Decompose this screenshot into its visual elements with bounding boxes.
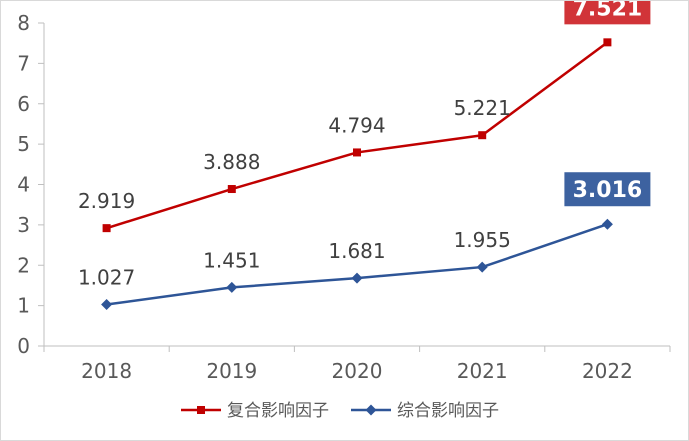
data-label: 1.955 xyxy=(454,228,511,252)
legend-label: 复合影响因子 xyxy=(227,401,329,421)
highlight-label-box xyxy=(564,172,651,207)
data-label: 1.681 xyxy=(328,239,385,263)
legend-marker-square xyxy=(197,406,205,414)
data-point-square xyxy=(227,185,236,194)
x-tick-label: 2021 xyxy=(457,359,508,383)
axes: 0 1 2 3 4 5 6 7 8 2018 2019 2020 2021 2022 xyxy=(17,11,671,383)
y-tick-label: 2 xyxy=(17,253,30,277)
data-point-diamond xyxy=(226,281,238,293)
data-label: 1.027 xyxy=(78,266,135,290)
data-label: 2.919 xyxy=(78,189,135,213)
x-tick-label: 2019 xyxy=(206,359,257,383)
series-2 xyxy=(101,218,613,311)
legend-item-1: 复合影响因子 xyxy=(181,401,329,421)
y-tick-label: 5 xyxy=(17,132,30,156)
data-label: 3.016 xyxy=(573,178,643,203)
data-label: 1.451 xyxy=(203,248,260,272)
data-point-diamond xyxy=(101,299,113,311)
x-tick-label: 2020 xyxy=(332,359,383,383)
series-line xyxy=(106,223,608,306)
data-labels: 2.919 3.888 4.794 5.221 7.521 1.027 1.451 1.681… xyxy=(78,1,651,290)
data-label: 7.521 xyxy=(573,1,643,21)
data-point-square xyxy=(478,131,487,140)
series-1 xyxy=(102,38,612,233)
data-point-square xyxy=(102,224,111,233)
legend: 复合影响因子 综合影响因子 xyxy=(181,401,499,421)
data-point-square xyxy=(603,38,612,47)
highlight-label-box xyxy=(564,1,651,25)
x-tick-label: 2018 xyxy=(81,359,132,383)
data-label: 4.794 xyxy=(328,113,385,137)
y-tick-label: 4 xyxy=(17,173,30,197)
y-tick-label: 6 xyxy=(17,92,30,116)
data-point-diamond xyxy=(351,272,363,284)
legend-item-2: 综合影响因子 xyxy=(351,401,499,421)
data-label: 5.221 xyxy=(454,96,511,120)
y-tick-label: 1 xyxy=(17,294,30,318)
data-point-diamond xyxy=(601,218,613,230)
legend-label: 综合影响因子 xyxy=(397,401,499,421)
series-group xyxy=(101,38,613,311)
data-point-diamond xyxy=(476,261,488,273)
data-label: 3.888 xyxy=(203,150,260,174)
data-point-square xyxy=(353,148,361,157)
y-tick-label: 8 xyxy=(17,11,30,35)
legend-marker-diamond xyxy=(365,404,377,416)
y-tick-label: 7 xyxy=(17,51,30,75)
y-tick-label: 0 xyxy=(17,334,30,358)
x-tick-label: 2022 xyxy=(582,359,633,383)
y-tick-label: 3 xyxy=(17,213,30,237)
